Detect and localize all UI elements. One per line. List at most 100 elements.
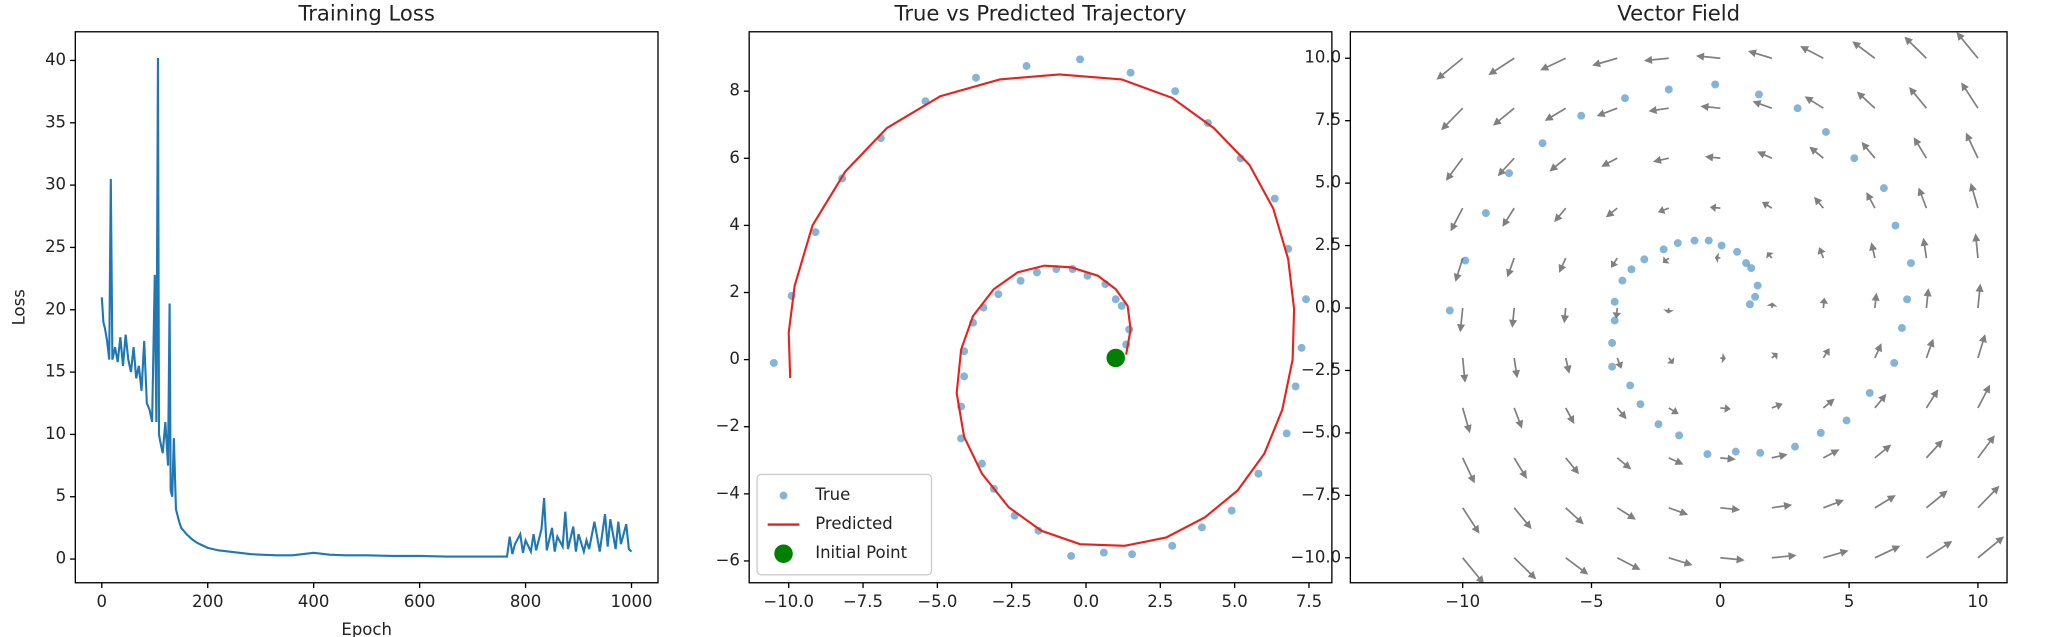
vector-arrow	[1648, 106, 1669, 114]
vector-arrow	[1757, 151, 1773, 159]
x-tick-label: 7.5	[1296, 592, 1322, 611]
true-point	[1610, 297, 1619, 306]
true-point	[1254, 469, 1263, 478]
plot-area	[100, 57, 633, 558]
y-tick-label: −4	[716, 483, 740, 502]
vector-arrow	[1563, 357, 1572, 374]
true-point	[1076, 55, 1085, 64]
vector-arrow	[1554, 207, 1567, 223]
true-point	[1227, 506, 1236, 515]
true-point	[1756, 448, 1765, 457]
x-tick-label: 5	[1844, 592, 1855, 611]
true-point	[1126, 68, 1135, 77]
vector-arrow	[1512, 357, 1521, 379]
vector-arrow	[1565, 507, 1584, 525]
vector-arrow	[1809, 146, 1824, 159]
vector-arrow	[1917, 187, 1928, 209]
vector-arrow	[1925, 490, 1948, 509]
vector-arrow	[1977, 384, 1991, 409]
true-point	[1703, 450, 1712, 459]
true-point	[1282, 429, 1291, 438]
vector-arrow	[1956, 32, 1979, 59]
y-tick-label: 7.5	[1315, 110, 1341, 129]
y-tick-label: 35	[45, 112, 66, 131]
true-point	[1627, 265, 1636, 274]
vector-arrow	[1800, 46, 1824, 60]
vector-arrow	[1709, 203, 1721, 212]
vector-arrow	[1720, 454, 1736, 463]
true-point	[1664, 85, 1673, 94]
vector-arrow	[1977, 536, 2005, 559]
vector-arrow	[1975, 283, 1984, 309]
true-point	[1610, 316, 1619, 325]
vector-arrow	[1544, 107, 1567, 121]
vector-arrow	[1592, 57, 1618, 68]
vector-arrow	[1961, 82, 1979, 109]
true-point	[1111, 295, 1120, 304]
true-point	[1906, 259, 1915, 268]
initial-point	[1106, 348, 1125, 368]
chart-title: Training Loss	[297, 1, 434, 26]
vector-arrow	[1972, 233, 1981, 259]
vector-arrow	[1814, 196, 1825, 209]
true-point	[1711, 80, 1720, 89]
true-point	[1445, 306, 1454, 315]
vector-arrow	[1457, 307, 1466, 333]
y-tick-label: 10	[45, 424, 66, 443]
true-point	[1654, 420, 1663, 429]
y-tick-label: 10.0	[1304, 48, 1341, 67]
vector-arrow	[1666, 357, 1675, 364]
vector-arrow	[1462, 557, 1484, 583]
vector-arrow	[1925, 541, 1953, 559]
vector-arrow	[1720, 404, 1731, 413]
subplot: True vs Predicted Trajectory −10.0 −7.5 −5.…	[716, 1, 1333, 611]
vector-arrow	[1445, 157, 1464, 181]
vector-arrow	[1450, 207, 1464, 232]
true-point	[1690, 236, 1699, 245]
vector-arrow	[1461, 457, 1475, 484]
loss-line	[100, 57, 633, 558]
vector-arrow	[1441, 107, 1464, 131]
vector-arrow	[1695, 52, 1721, 61]
true-point	[1842, 416, 1851, 425]
true-point	[1608, 362, 1617, 371]
vector-arrow	[1822, 398, 1835, 409]
plot-area	[769, 55, 1310, 560]
vector-arrow	[1869, 242, 1878, 259]
vector-arrow	[1616, 507, 1636, 520]
vector-arrow	[1564, 407, 1575, 424]
vector-arrow	[1766, 302, 1778, 309]
y-tick-label: 0	[729, 349, 740, 368]
vector-arrow	[1560, 307, 1570, 324]
y-tick-label: 2.5	[1315, 235, 1341, 254]
true-point	[1731, 447, 1740, 456]
vector-arrow	[1771, 402, 1783, 411]
vector-arrow	[1977, 334, 1987, 359]
vector-arrow	[1874, 393, 1887, 409]
true-point	[972, 73, 980, 82]
x-tick-label: −7.5	[843, 592, 883, 611]
vector-arrow	[1616, 407, 1627, 420]
y-tick-label: 30	[45, 175, 66, 194]
vector-arrow	[1663, 307, 1674, 314]
subplot: Training Loss Epoch Loss 0 200 400 600 800 1000 0…	[9, 1, 659, 637]
y-tick-label: −7.5	[1301, 485, 1341, 504]
true-point	[1067, 551, 1076, 560]
true-point	[1022, 62, 1031, 70]
vector-arrow	[1822, 348, 1830, 359]
vector-arrow	[1761, 201, 1773, 209]
x-tick-label: 10	[1967, 592, 1988, 611]
y-tick-label: −2.5	[1301, 360, 1341, 379]
vector-arrow	[1652, 156, 1669, 164]
x-tick-label: 200	[192, 592, 224, 611]
vector-arrow	[1874, 495, 1896, 509]
vector-arrow	[1720, 555, 1745, 564]
vector-arrow	[1610, 257, 1619, 268]
y-tick-label: 2	[729, 282, 740, 301]
true-point	[1816, 428, 1825, 437]
vector-arrow	[1720, 504, 1741, 514]
vector-arrow	[1558, 257, 1567, 273]
vector-arrow	[1871, 292, 1880, 309]
vector-arrow	[1668, 457, 1684, 465]
vector-arrow	[1615, 357, 1624, 369]
